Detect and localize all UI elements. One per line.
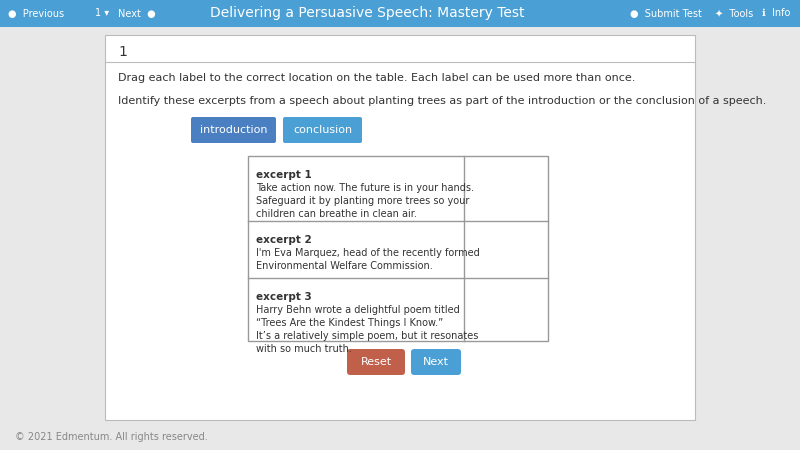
Text: Environmental Welfare Commission.: Environmental Welfare Commission. [256,261,433,271]
Text: 1 ▾: 1 ▾ [95,9,109,18]
Text: © 2021 Edmentum. All rights reserved.: © 2021 Edmentum. All rights reserved. [15,432,208,442]
Text: ●  Submit Test: ● Submit Test [630,9,702,18]
Text: Identify these excerpts from a speech about planting trees as part of the introd: Identify these excerpts from a speech ab… [118,96,766,106]
Text: excerpt 2: excerpt 2 [256,235,312,245]
Text: Harry Behn wrote a delightful poem titled: Harry Behn wrote a delightful poem title… [256,305,460,315]
Text: children can breathe in clean air.: children can breathe in clean air. [256,209,417,219]
Text: ✦  Tools: ✦ Tools [715,9,754,18]
Text: Drag each label to the correct location on the table. Each label can be used mor: Drag each label to the correct location … [118,73,635,83]
Text: Delivering a Persuasive Speech: Mastery Test: Delivering a Persuasive Speech: Mastery … [210,6,525,21]
Text: Next: Next [423,357,449,367]
Text: conclusion: conclusion [293,125,352,135]
Bar [105,35,695,420]
Text: excerpt 1: excerpt 1 [256,170,312,180]
FancyBboxPatch shape [191,117,276,143]
FancyBboxPatch shape [411,349,461,375]
Text: Safeguard it by planting more trees so your: Safeguard it by planting more trees so y… [256,196,470,206]
Text: It’s a relatively simple poem, but it resonates: It’s a relatively simple poem, but it re… [256,331,478,341]
Text: Reset: Reset [361,357,391,367]
FancyBboxPatch shape [283,117,362,143]
Text: “Trees Are the Kindest Things I Know.”: “Trees Are the Kindest Things I Know.” [256,318,443,328]
Text: ℹ  Info: ℹ Info [762,9,790,18]
Text: 1: 1 [118,45,127,59]
Bar [248,156,548,341]
Text: introduction: introduction [200,125,267,135]
Bar [0,0,800,27]
Text: Take action now. The future is in your hands.: Take action now. The future is in your h… [256,183,474,193]
FancyBboxPatch shape [347,349,405,375]
Text: ●  Previous: ● Previous [8,9,64,18]
Text: excerpt 3: excerpt 3 [256,292,312,302]
Text: Next  ●: Next ● [118,9,156,18]
Text: I'm Eva Marquez, head of the recently formed: I'm Eva Marquez, head of the recently fo… [256,248,480,258]
Text: with so much truth.: with so much truth. [256,344,352,354]
